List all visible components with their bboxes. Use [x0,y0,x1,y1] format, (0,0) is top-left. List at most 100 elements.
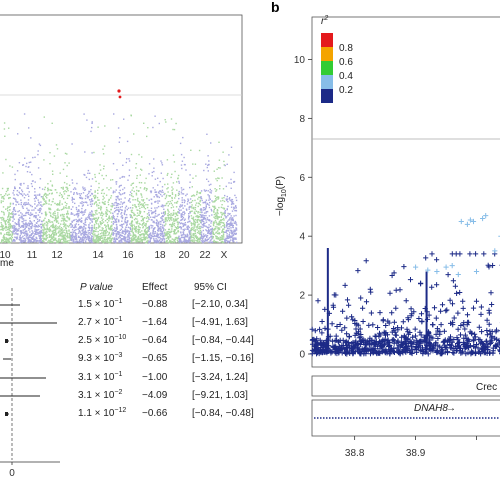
manhattan-point [153,196,155,198]
manhattan-point [230,229,232,231]
manhattan-point [200,214,203,217]
manhattan-point [146,231,148,233]
manhattan-point [104,233,106,235]
manhattan-point [199,197,201,199]
manhattan-point [203,233,205,235]
manhattan-point [26,212,28,214]
manhattan-point [178,180,180,183]
manhattan-point [230,236,232,238]
manhattan-point [148,225,150,228]
manhattan-point [27,199,30,201]
manhattan-point [196,219,198,221]
manhattan-point [8,233,10,235]
manhattan-point [94,191,96,193]
manhattan-point [174,202,176,204]
manhattan-point [93,229,95,232]
manhattan-point [84,223,86,226]
manhattan-point [49,214,52,216]
manhattan-point [134,228,136,230]
regional-y-tick-label: 4 [299,232,305,243]
manhattan-point [45,230,47,232]
manhattan-point [176,228,178,230]
manhattan-point [137,236,140,238]
manhattan-point [94,194,96,197]
manhattan-point [147,227,149,229]
manhattan-point [233,181,235,183]
manhattan-point [7,228,10,230]
manhattan-point [214,207,217,209]
manhattan-point [90,205,93,207]
manhattan-point [69,236,71,238]
manhattan-point [53,155,56,157]
manhattan-point [73,235,75,237]
regional-point [355,329,362,335]
manhattan-point [112,190,115,192]
manhattan-point [161,217,163,220]
manhattan-point [83,239,85,241]
manhattan-point [208,160,210,162]
manhattan-point [46,226,48,228]
manhattan-point [31,224,34,226]
manhattan-point [82,222,85,225]
manhattan-point [53,214,55,217]
manhattan-point [6,218,9,220]
manhattan-point [2,211,5,213]
manhattan-point [142,200,144,202]
manhattan-point [231,224,233,226]
manhattan-point [168,233,171,236]
manhattan-point [23,203,25,205]
manhattan-point [52,213,54,215]
table-cell-p-value: 1.5 × 10−1 [78,298,123,310]
chromosome-tick-label: 10 [0,250,11,261]
manhattan-point [39,207,42,209]
manhattan-point [115,229,117,232]
manhattan-point [215,237,217,240]
manhattan-point [94,197,96,200]
regional-point [312,328,318,334]
manhattan-point [33,234,35,237]
regional-point [498,346,500,348]
manhattan-point [165,223,167,225]
manhattan-point [12,202,14,205]
regional-y-tick-label: 0 [299,350,305,361]
manhattan-point [45,201,47,204]
manhattan-point [131,236,134,238]
regional-highlight-point [483,213,489,219]
manhattan-point [140,194,143,196]
regional-point [463,351,469,357]
chromosome-tick-label: 22 [199,250,211,261]
manhattan-point [84,231,86,233]
manhattan-point [173,209,175,212]
manhattan-point [90,218,92,220]
manhattan-point [187,200,189,203]
manhattan-point [209,201,211,204]
manhattan-point [197,202,200,204]
manhattan-point [175,233,177,235]
manhattan-point [29,214,31,216]
manhattan-point [46,228,48,231]
manhattan-point [19,234,21,237]
manhattan-point [78,236,81,239]
manhattan-point [162,226,164,228]
manhattan-point [6,194,9,196]
manhattan-point [83,237,86,239]
manhattan-point [194,208,196,211]
manhattan-point [35,194,37,196]
manhattan-point [9,223,11,225]
manhattan-point [156,207,158,209]
manhattan-point [53,225,55,227]
manhattan-point [99,229,101,231]
manhattan-point [62,186,64,189]
regional-point [361,337,367,343]
manhattan-point [180,219,183,221]
manhattan-point [191,207,193,209]
manhattan-point [57,239,60,241]
manhattan-point [184,218,186,220]
manhattan-point [46,224,49,226]
manhattan-point [97,227,99,229]
manhattan-point [61,238,63,241]
manhattan-point [108,216,110,219]
manhattan-point [75,228,77,231]
manhattan-point [96,235,98,237]
manhattan-point [31,209,33,211]
